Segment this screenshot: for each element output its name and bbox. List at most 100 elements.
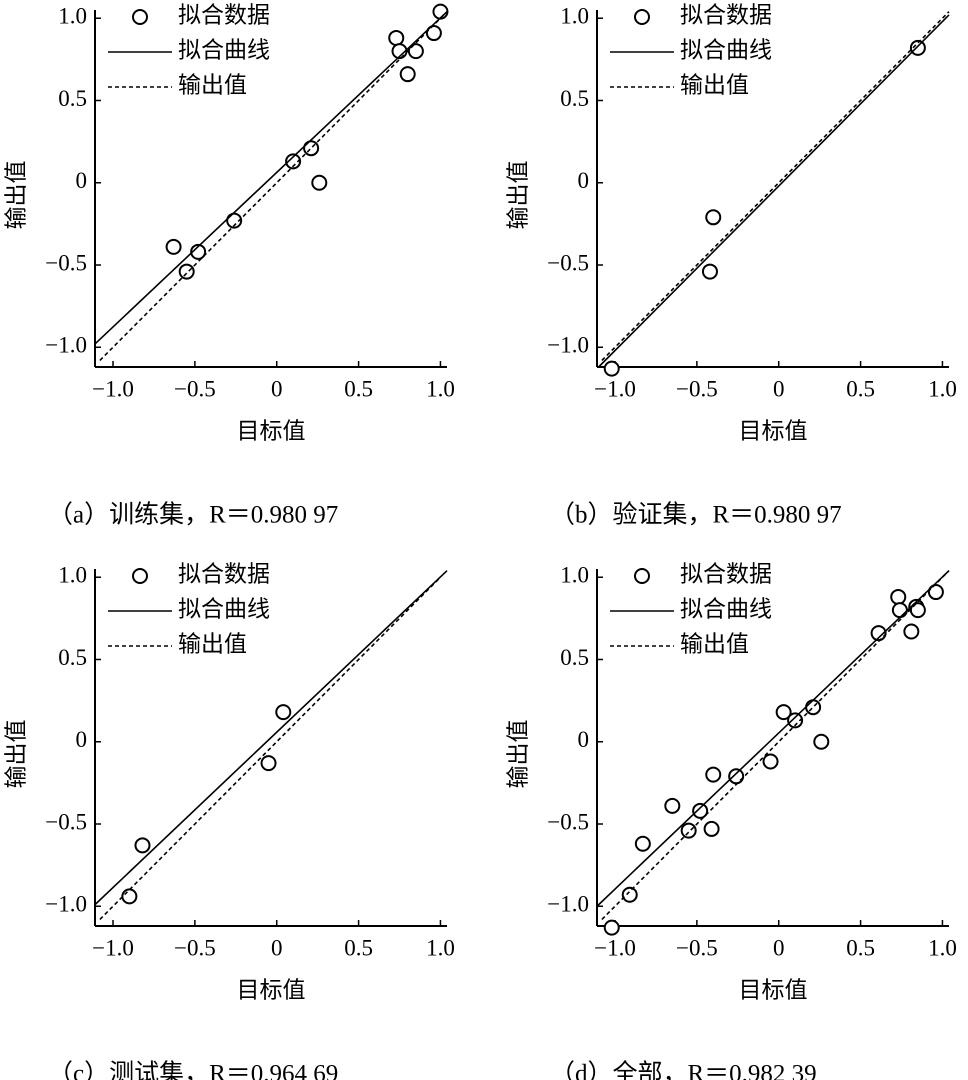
fit-line (601, 570, 950, 920)
data-point (190, 243, 207, 260)
y-axis-label: 输出值 (505, 720, 530, 789)
data-point (311, 174, 328, 191)
fit-line (596, 570, 950, 907)
legend-label: 输出值 (680, 631, 749, 656)
y-tick-label: −0.5 (547, 250, 589, 275)
data-point (603, 919, 620, 936)
x-tick-label: 1.0 (928, 376, 957, 401)
data-point (680, 822, 697, 839)
y-tick-label: −1.0 (547, 892, 589, 917)
x-tick-label: −1.0 (594, 376, 636, 401)
data-point (728, 768, 745, 785)
legend-marker (132, 9, 148, 25)
caption: （a）训练集，R＝0.980 97 (48, 501, 338, 529)
y-tick-label: −1.0 (45, 892, 87, 917)
x-tick-label: 0 (773, 376, 785, 401)
legend-label: 拟合数据 (178, 561, 270, 586)
x-tick-label: −0.5 (174, 376, 216, 401)
y-tick-label: 0.5 (58, 645, 87, 670)
y-tick-label: −0.5 (547, 809, 589, 834)
x-tick-label: 1.0 (928, 935, 957, 960)
legend-label: 拟合曲线 (680, 596, 772, 621)
y-tick-label: 0 (76, 727, 88, 752)
x-tick-label: 0 (271, 935, 283, 960)
y-tick-label: 1.0 (560, 4, 589, 29)
data-point (121, 888, 138, 905)
legend-label: 拟合数据 (680, 561, 772, 586)
data-point (634, 835, 651, 852)
y-tick-label: 1.0 (58, 563, 87, 588)
data-point (285, 153, 302, 170)
y-tick-label: −1.0 (45, 333, 87, 358)
data-point (805, 699, 822, 716)
data-point (303, 140, 320, 157)
legend-label: 拟合曲线 (178, 596, 270, 621)
x-axis-label: 目标值 (237, 418, 306, 443)
fit-line (99, 576, 442, 920)
x-axis-label: 目标值 (739, 418, 808, 443)
fit-line (598, 14, 950, 368)
y-tick-label: 0 (578, 727, 590, 752)
x-tick-label: 0.5 (344, 376, 373, 401)
x-tick-label: −1.0 (594, 935, 636, 960)
fit-line (99, 14, 445, 361)
caption: （c）测试集，R＝0.964 69 (48, 1060, 338, 1080)
data-point (391, 43, 408, 60)
data-point (388, 29, 405, 46)
data-point (705, 209, 722, 226)
y-tick-label: 1.0 (58, 4, 87, 29)
x-tick-label: 0 (773, 935, 785, 960)
data-point (399, 66, 416, 83)
data-point (425, 25, 442, 42)
data-point (890, 588, 907, 605)
fit-line (94, 570, 448, 906)
x-tick-label: −0.5 (174, 935, 216, 960)
data-point (407, 43, 424, 60)
legend-label: 拟合数据 (680, 2, 772, 27)
data-point (701, 263, 718, 280)
data-point (903, 623, 920, 640)
data-point (621, 886, 638, 903)
x-tick-label: 1.0 (426, 935, 455, 960)
caption: （d）全部，R＝0.982 39 (550, 1060, 817, 1080)
data-point (260, 755, 277, 772)
legend-marker (634, 568, 650, 584)
legend-label: 输出值 (178, 72, 247, 97)
data-point (927, 584, 944, 601)
data-point (178, 263, 195, 280)
data-point (870, 625, 887, 642)
y-tick-label: −0.5 (45, 809, 87, 834)
x-tick-label: 0.5 (846, 935, 875, 960)
data-point (134, 837, 151, 854)
data-point (775, 704, 792, 721)
x-tick-label: −1.0 (92, 935, 134, 960)
legend-label: 拟合曲线 (680, 37, 772, 62)
data-point (762, 753, 779, 770)
y-tick-label: −0.5 (45, 250, 87, 275)
data-point (787, 712, 804, 729)
data-point (165, 238, 182, 255)
x-axis-label: 目标值 (739, 977, 808, 1002)
y-tick-label: 0.5 (560, 645, 589, 670)
y-axis-label: 输出值 (3, 161, 28, 230)
data-point (692, 802, 709, 819)
legend-label: 输出值 (680, 72, 749, 97)
data-point (432, 3, 449, 20)
caption: （b）验证集，R＝0.980 97 (550, 501, 842, 529)
legend-marker (634, 9, 650, 25)
data-point (664, 797, 681, 814)
data-point (813, 733, 830, 750)
legend-label: 拟合数据 (178, 2, 270, 27)
x-axis-label: 目标值 (237, 977, 306, 1002)
y-tick-label: −1.0 (547, 333, 589, 358)
y-axis-label: 输出值 (505, 161, 530, 230)
y-tick-label: 0 (76, 168, 88, 193)
x-tick-label: 1.0 (426, 376, 455, 401)
x-tick-label: 0.5 (846, 376, 875, 401)
data-point (603, 360, 620, 377)
y-tick-label: 0.5 (560, 86, 589, 111)
data-point (909, 602, 926, 619)
data-point (275, 704, 292, 721)
x-tick-label: 0.5 (344, 935, 373, 960)
